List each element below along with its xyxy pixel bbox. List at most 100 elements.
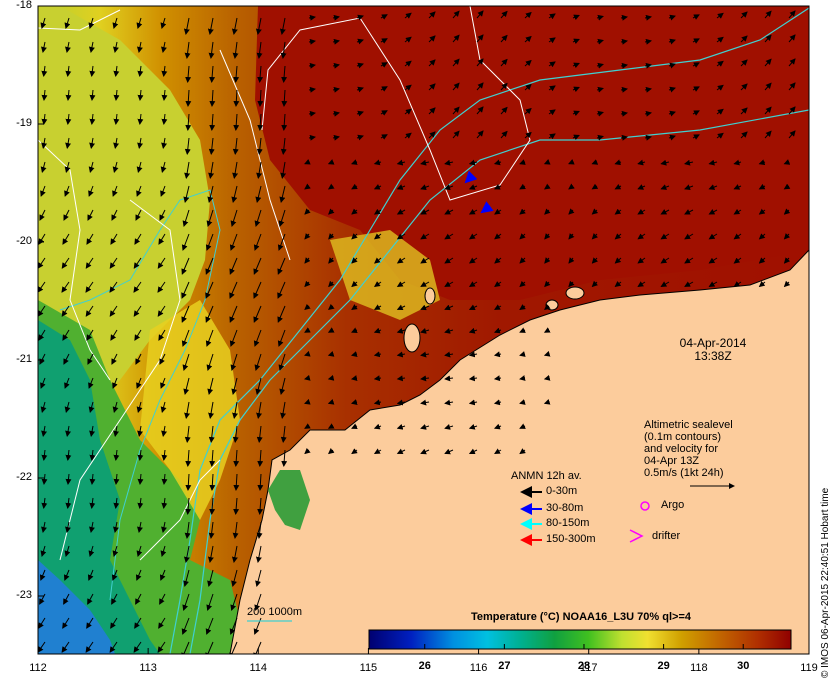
velocity-arrow [548, 13, 556, 20]
velocity-arrow [758, 208, 766, 215]
velocity-arrow [253, 641, 262, 654]
velocity-arrow [278, 209, 286, 227]
velocity-arrow [182, 593, 190, 611]
velocity-arrow [208, 41, 215, 59]
velocity-arrow [764, 130, 772, 139]
velocity-arrow [684, 257, 694, 264]
velocity-arrow [233, 89, 240, 107]
velocity-arrow [185, 65, 192, 83]
velocity-arrow [468, 423, 478, 430]
velocity-arrow [183, 377, 190, 395]
velocity-arrow [373, 327, 382, 334]
velocity-arrow [304, 398, 311, 405]
velocity-arrow [476, 58, 484, 67]
velocity-arrow [38, 305, 46, 317]
velocity-arrow [420, 209, 430, 215]
isobath-coastal [59, 189, 221, 601]
velocity-arrow [519, 327, 526, 333]
velocity-arrow [476, 34, 484, 43]
velocity-arrow [41, 473, 48, 485]
velocity-arrow [476, 10, 484, 19]
velocity-arrow [351, 423, 358, 429]
velocity-arrow [740, 83, 748, 91]
velocity-arrow [112, 185, 118, 197]
velocity-arrow [278, 353, 286, 371]
velocity-arrow [137, 41, 143, 53]
velocity-arrow [89, 497, 96, 509]
velocity-arrow [332, 14, 340, 21]
velocity-arrow [332, 110, 340, 117]
velocity-arrow [332, 86, 340, 93]
gulf-water [268, 470, 310, 530]
velocity-arrow [519, 304, 526, 310]
velocity-arrow [230, 353, 238, 371]
velocity-arrow [161, 89, 168, 101]
velocity-arrow [62, 233, 70, 245]
velocity-arrow [208, 161, 215, 179]
velocity-arrow [428, 107, 436, 115]
island [424, 287, 436, 305]
velocity-arrow [733, 184, 742, 190]
velocity-arrow [548, 37, 556, 44]
velocity-arrow [113, 521, 119, 533]
velocity-arrow [668, 14, 676, 21]
velocity-arrow [644, 110, 652, 117]
velocity-arrow [253, 329, 262, 347]
velocity-arrow [356, 134, 364, 141]
velocity-arrow [476, 130, 484, 139]
velocity-arrow [420, 351, 430, 358]
colorbar-tick-label: 26 [418, 660, 431, 672]
velocity-arrow [62, 617, 70, 629]
velocity-arrow [396, 304, 406, 311]
island [545, 299, 559, 311]
sealevel-note-line: (0.1m contours) [644, 431, 722, 443]
velocity-arrow [733, 257, 742, 264]
velocity-arrow [494, 257, 502, 264]
velocity-arrow [708, 159, 718, 166]
colorbar-tick-label: 28 [577, 660, 591, 672]
velocity-arrow [396, 448, 406, 455]
velocity-arrow [493, 375, 502, 382]
velocity-arrow [133, 257, 142, 269]
argo-icon [640, 501, 650, 511]
velocity-arrow [374, 257, 382, 264]
velocity-arrow [476, 82, 484, 91]
velocity-arrow [380, 110, 388, 116]
velocity-arrow [209, 473, 216, 491]
velocity-arrow [684, 281, 694, 287]
velocity-arrow [89, 521, 95, 533]
velocity-arrow [420, 257, 430, 264]
velocity-arrow [41, 137, 48, 149]
velocity-arrow [373, 304, 382, 310]
velocity-arrow [327, 159, 335, 165]
velocity-arrow [89, 89, 96, 101]
velocity-arrow [89, 41, 95, 53]
velocity-arrow [61, 305, 70, 317]
velocity-arrow [41, 89, 48, 101]
velocity-arrow [351, 448, 358, 455]
blue-water-region [38, 560, 115, 654]
velocity-arrow [332, 38, 340, 45]
velocity-arrow [468, 304, 478, 310]
velocity-arrow [614, 208, 622, 215]
velocity-arrow [308, 86, 316, 93]
velocity-arrow [404, 36, 412, 43]
velocity-arrow [758, 280, 766, 288]
velocity-arrow [63, 353, 70, 365]
velocity-arrow [493, 423, 502, 430]
velocity-arrow [476, 106, 484, 115]
velocity-arrow [468, 448, 478, 455]
velocity-arrow [254, 209, 262, 227]
latitude-tick-label: -22 [16, 471, 32, 483]
velocity-arrow [716, 84, 724, 91]
velocity-arrow [644, 86, 652, 93]
velocity-arrow [38, 329, 46, 341]
velocity-arrow [591, 183, 599, 190]
velocity-arrow [733, 159, 742, 166]
velocity-arrow [396, 351, 406, 358]
velocity-arrow [692, 62, 700, 68]
velocity-arrow [351, 280, 358, 288]
velocity-arrow [281, 89, 288, 107]
velocity-arrow [420, 281, 430, 287]
velocity-arrow [112, 545, 119, 557]
